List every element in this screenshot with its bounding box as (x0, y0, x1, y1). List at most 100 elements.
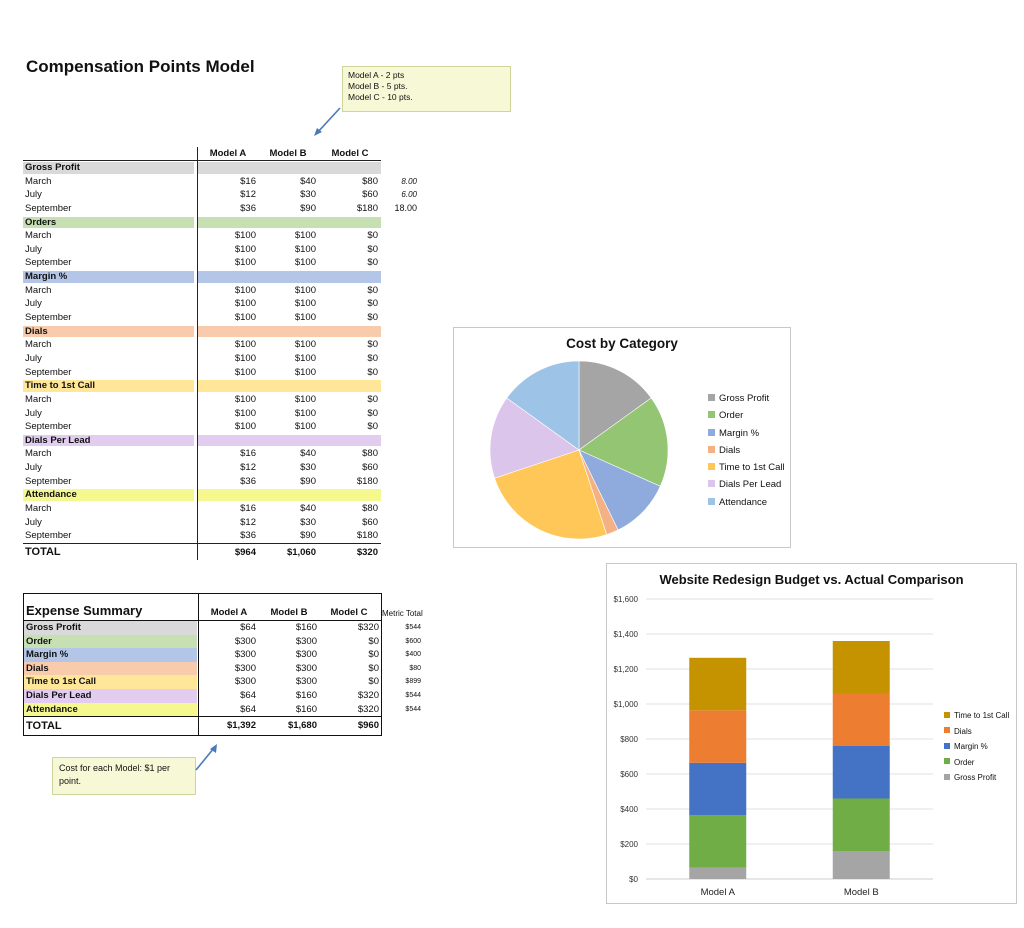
legend-label: Dials (719, 444, 741, 456)
model-c-value: $180 (356, 530, 378, 542)
model-b-value: $40 (300, 503, 316, 515)
model-a-value: $300 (234, 635, 256, 647)
legend-item: Order (708, 407, 785, 424)
category-label: Dials (25, 325, 48, 337)
category-band (23, 216, 194, 229)
metric-total-value: $544 (405, 705, 421, 713)
model-a-value: $16 (240, 175, 256, 187)
model-a-value: $300 (234, 676, 256, 688)
month-label: September (25, 530, 72, 542)
model-c-value: $0 (368, 676, 379, 688)
legend-swatch (708, 393, 715, 401)
y-tick-label: $200 (620, 840, 638, 849)
pie-slice (506, 360, 580, 451)
model-b-value: $30 (300, 516, 316, 528)
legend-label: Order (954, 757, 975, 767)
total-model-b: $1,060 (286, 546, 316, 558)
month-label: September (25, 312, 72, 324)
total-model-c: $960 (357, 720, 379, 732)
model-b-value: $100 (294, 257, 316, 269)
table-row: March $16 $40 $80 8.00 (23, 175, 417, 189)
y-tick-label: $0 (629, 875, 638, 884)
table-row: March $100 $100 $0 (23, 229, 381, 243)
model-a-value: $100 (234, 421, 256, 433)
column-divider (197, 147, 199, 560)
expense-total-row: TOTAL $1,392 $1,680 $960 (24, 716, 381, 734)
pie-slice (494, 449, 608, 540)
total-label: TOTAL (25, 545, 61, 558)
category-row: Time to 1st Call (23, 379, 381, 393)
y-tick-label: $400 (620, 805, 638, 814)
expense-summary-table: Expense Summary Model A Model B Model C … (23, 593, 382, 736)
model-a-value: $100 (234, 339, 256, 351)
model-c-value: $80 (362, 503, 378, 515)
bar-segment (689, 710, 747, 763)
column-header: Model A (209, 148, 247, 159)
legend-item: Margin % (944, 739, 1009, 755)
points-value: 8.00 (401, 176, 417, 186)
table-row: September $36 $90 $180 (23, 475, 381, 489)
legend-label: Margin % (954, 742, 988, 751)
column-header: Model B (269, 148, 307, 159)
category-row: Dials (23, 325, 381, 339)
table-row: September $36 $90 $180 18.00 (23, 202, 417, 216)
category-label: Gross Profit (25, 162, 80, 173)
model-c-value: $0 (368, 649, 379, 661)
table-row: September $100 $100 $0 (23, 311, 381, 325)
legend-item: Attendance (708, 494, 785, 511)
note-line: Model B - 5 pts. (348, 81, 408, 91)
category-band (198, 271, 381, 283)
legend-label: Attendance (719, 496, 768, 508)
model-b-value: $100 (294, 407, 316, 419)
model-c-value: $80 (362, 448, 378, 460)
y-tick-label: $600 (620, 770, 638, 779)
month-label: March (25, 284, 52, 296)
total-label: TOTAL (26, 720, 62, 733)
legend-swatch (944, 758, 950, 765)
table-header-row: Model A Model B Model C (23, 147, 381, 161)
model-a-value: $12 (240, 516, 256, 528)
model-c-value: $0 (368, 635, 379, 647)
model-c-value: $0 (367, 407, 378, 419)
month-label: March (25, 175, 52, 187)
month-label: September (25, 475, 72, 487)
legend-swatch (708, 428, 715, 436)
category-band (198, 489, 381, 502)
points-note: Model A - 2 pts Model B - 5 pts. Model C… (342, 66, 511, 112)
month-label: September (25, 202, 72, 214)
metric-total-value: $899 (405, 678, 421, 686)
model-a-value: $12 (240, 462, 256, 474)
table-row: September $100 $100 $0 (23, 256, 381, 270)
pie-plot (489, 360, 669, 540)
bar-segment (689, 657, 747, 711)
model-b-value: $40 (300, 175, 316, 187)
model-b-value: $30 (300, 189, 316, 201)
category-band (23, 489, 194, 502)
model-b-value: $100 (294, 298, 316, 310)
month-label: September (25, 421, 72, 433)
month-label: July (25, 407, 42, 419)
model-c-value: $0 (367, 339, 378, 351)
legend-item: Order (944, 755, 1009, 771)
category-band (23, 380, 194, 392)
expense-row: Margin % $300 $300 $0 (24, 648, 381, 662)
month-label: September (25, 366, 72, 378)
model-a-value: $100 (234, 312, 256, 324)
y-tick-label: $1,200 (614, 665, 639, 674)
model-a-value: $16 (240, 448, 256, 460)
bar-segment (689, 762, 747, 816)
legend-label: Dials (954, 726, 972, 736)
total-model-c: $320 (356, 546, 378, 558)
bar-segment (832, 746, 890, 799)
table-row: September $100 $100 $0 (23, 366, 381, 380)
legend-label: Margin % (719, 427, 760, 439)
table-row: July $100 $100 $0 (23, 297, 381, 311)
legend-swatch (708, 480, 715, 488)
model-a-value: $100 (234, 230, 256, 242)
points-value: 18.00 (394, 202, 417, 213)
month-label: July (25, 189, 42, 201)
category-label: Dials Per Lead (25, 434, 91, 446)
table-row: July $12 $30 $60 6.00 (23, 188, 417, 202)
model-b-value: $40 (300, 448, 316, 460)
model-b-value: $300 (295, 649, 317, 661)
